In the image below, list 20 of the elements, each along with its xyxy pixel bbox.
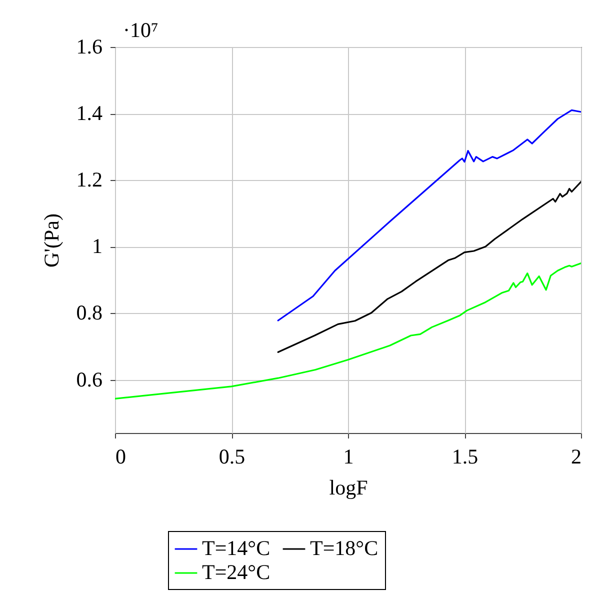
y-tick-label: 1.6 <box>76 34 102 58</box>
y-tick-label: 1.2 <box>76 168 102 192</box>
y-axis-title: G'(Pa) <box>39 214 64 268</box>
y-tick-label: 0.8 <box>76 300 102 325</box>
line-series <box>115 262 581 400</box>
legend-label: T=18°C <box>310 536 378 560</box>
x-tick-label: 1 <box>343 444 354 468</box>
y-tick-label: 0.6 <box>76 367 102 392</box>
y-tick-label: 1 <box>92 234 102 258</box>
line-series <box>277 109 581 322</box>
x-tick-label: 1.5 <box>452 444 478 468</box>
text: ·10⁷ <box>123 18 158 42</box>
line-series <box>277 180 581 353</box>
legend-label: T=24°C <box>202 560 270 584</box>
x-tick-label: 2 <box>571 444 582 468</box>
x-axis-title: logF <box>329 476 368 500</box>
x-tick-label: 0.5 <box>218 444 246 468</box>
y-tick-label: 1.4 <box>76 101 103 126</box>
x-tick-label: 0 <box>116 444 126 468</box>
legend-label: T=14°C <box>202 536 270 560</box>
